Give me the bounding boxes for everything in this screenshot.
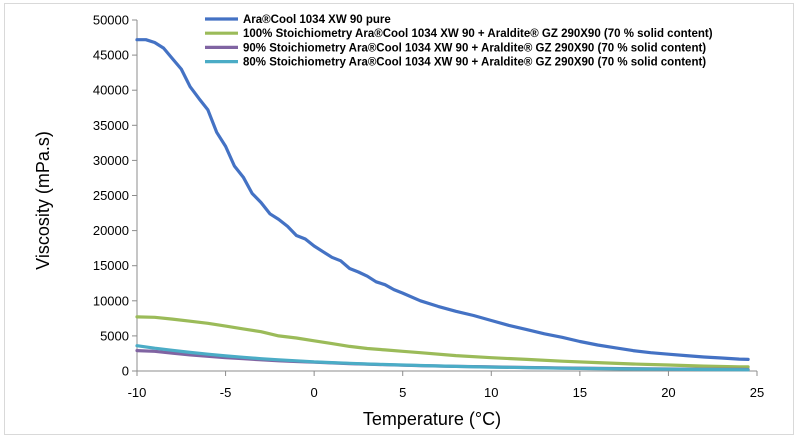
axes [136, 20, 757, 372]
legend-label-3: 90% Stoichiometry Ara®Cool 1034 XW 90 + … [243, 42, 706, 54]
y-tick-label: 20000 [93, 223, 129, 238]
x-tick-label: 10 [484, 385, 498, 400]
y-tick-label: 15000 [93, 258, 129, 273]
y-tick-label: 40000 [93, 83, 129, 98]
legend: Ara®Cool 1034 XW 90 pure 100% Stoichiomet… [205, 14, 713, 69]
x-tick-label: -10 [128, 385, 147, 400]
legend-label-1: Ara®Cool 1034 XW 90 pure [243, 14, 391, 26]
x-tick-label: 25 [750, 385, 764, 400]
x-tick-label: 0 [311, 385, 318, 400]
x-tick-label: 15 [573, 385, 587, 400]
legend-label-4: 80% Stoichiometry Ara®Cool 1034 XW 90 + … [243, 57, 706, 69]
x-axis-ticks: -10 -5 0 5 10 15 20 25 [128, 371, 764, 400]
y-tick-label: 45000 [93, 48, 129, 63]
legend-label-2: 100% Stoichiometry Ara®Cool 1034 XW 90 +… [243, 28, 713, 40]
series-line-1 [135, 38, 750, 361]
y-tick-label: 30000 [93, 153, 129, 168]
y-axis-title: Viscosity (mPa.s) [33, 131, 53, 270]
series-line-2 [135, 315, 750, 369]
y-tick-label: 25000 [93, 188, 129, 203]
y-axis-ticks: 0 5000 10000 15000 20000 25000 30000 35000 40000… [93, 13, 137, 379]
series-line-4 [135, 344, 750, 372]
y-tick-label: 35000 [93, 118, 129, 133]
y-tick-label: 5000 [100, 328, 129, 343]
x-axis-title: Temperature (°C) [363, 409, 501, 429]
y-tick-label: 10000 [93, 293, 129, 308]
y-tick-label: 50000 [93, 13, 129, 28]
x-tick-label: 20 [661, 385, 675, 400]
series-lines [135, 38, 750, 372]
x-tick-label: 5 [399, 385, 406, 400]
x-tick-label: -5 [220, 385, 232, 400]
chart-frame [4, 3, 794, 435]
y-tick-label: 0 [122, 364, 129, 379]
